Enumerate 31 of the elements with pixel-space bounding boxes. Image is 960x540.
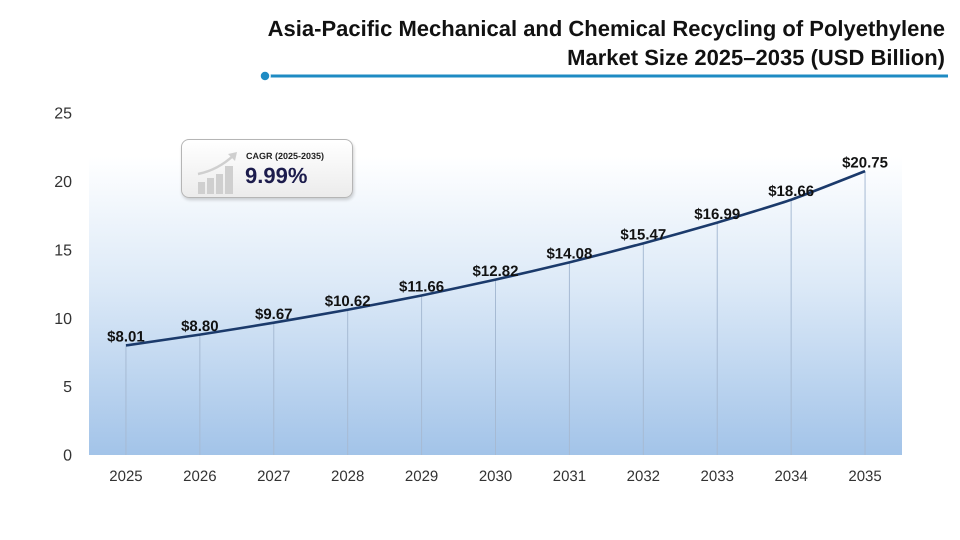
x-tick-label: 2028 (330, 468, 364, 485)
data-label: $15.47 (620, 226, 666, 244)
y-tick-label: 0 (63, 448, 72, 465)
data-label: $11.66 (399, 278, 444, 296)
data-label: $14.08 (546, 246, 592, 263)
data-label: $10.62 (324, 292, 371, 310)
y-tick-label: 25 (54, 106, 72, 123)
x-tick-label: 2030 (478, 468, 512, 485)
data-label: $16.99 (694, 206, 740, 223)
y-tick-label: 20 (54, 174, 72, 191)
x-tick-label: 2026 (183, 468, 217, 485)
data-label: $8.80 (181, 318, 219, 335)
x-tick-label: 2035 (848, 468, 882, 485)
x-tick-label: 2025 (109, 468, 143, 485)
y-tick-label: 5 (63, 379, 72, 396)
data-label: $9.67 (254, 306, 293, 323)
x-tick-label: 2029 (404, 468, 438, 485)
data-label: $12.82 (472, 262, 518, 280)
data-label: $8.01 (107, 328, 145, 346)
x-tick-label: 2027 (257, 468, 290, 485)
data-label: $18.66 (768, 182, 814, 200)
y-tick-label: 10 (54, 310, 72, 328)
data-label: $20.75 (842, 154, 888, 172)
x-tick-label: 2032 (626, 468, 660, 485)
x-tick-label: 2033 (700, 468, 734, 485)
x-tick-label: 2034 (774, 468, 808, 485)
x-tick-label: 2031 (552, 468, 586, 485)
chart-title: Asia-Pacific Mechanical and Chemical Recycling of Polyethylene Market Size 2025–2035 (USD Billion) (266, 15, 945, 72)
annotation: 9.99% (245, 163, 308, 189)
annotation: CAGR (2025-2035) (246, 151, 324, 161)
y-tick-label: 15 (54, 242, 72, 260)
